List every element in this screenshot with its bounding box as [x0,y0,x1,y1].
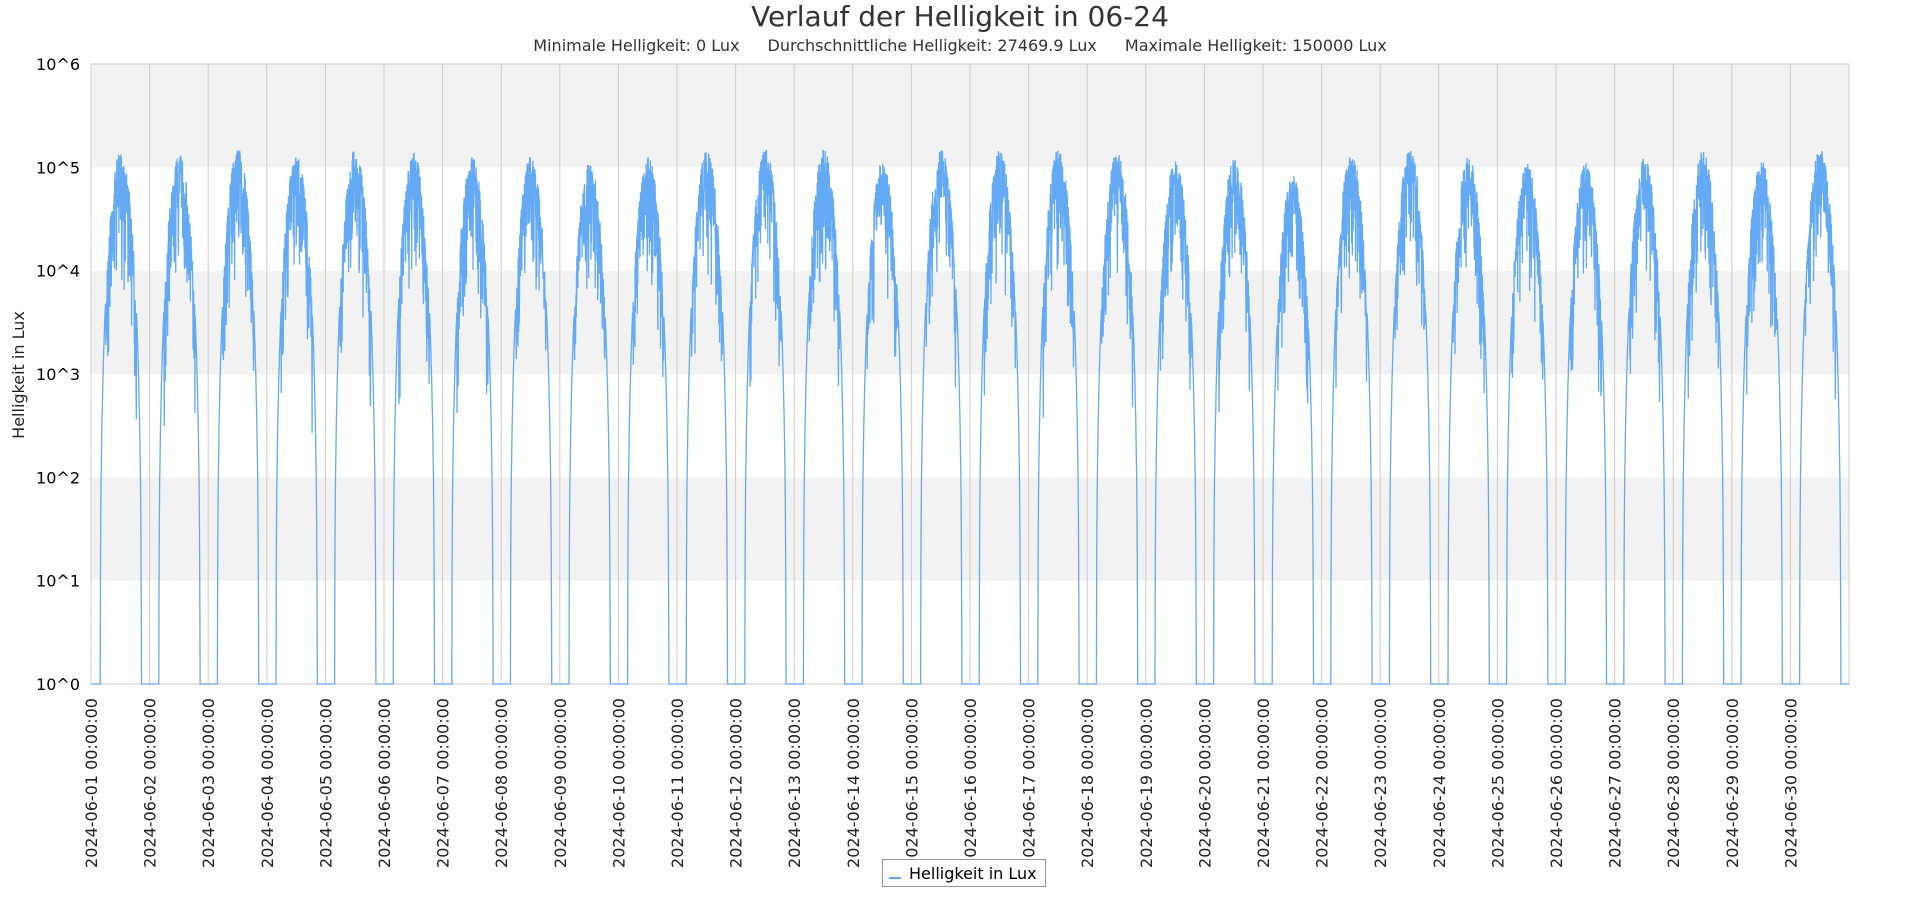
x-tick-label: 2024-06-04 00:00:00 [258,698,277,868]
max-brightness-stat: Maximale Helligkeit: 150000 Lux [1124,36,1387,55]
vertical-gridlines [90,64,1791,684]
x-tick-label: 2024-06-21 00:00:00 [1254,698,1273,868]
x-tick-label: 2024-06-17 00:00:00 [1020,698,1039,868]
x-tick-label: 2024-06-03 00:00:00 [199,698,218,868]
legend-swatch-line [889,877,901,879]
y-tick-label: 10^3 [36,365,80,384]
x-tick-label: 2024-06-23 00:00:00 [1371,698,1390,868]
x-tick-label: 2024-06-01 00:00:00 [82,698,101,868]
x-tick-label: 2024-06-12 00:00:00 [727,698,746,868]
x-tick-label: 2024-06-02 00:00:00 [141,698,160,868]
x-tick-label: 2024-06-22 00:00:00 [1313,698,1332,868]
x-tick-label: 2024-06-18 00:00:00 [1078,698,1097,868]
y-tick-label: 10^0 [36,675,80,694]
min-brightness-stat: Minimale Helligkeit: 0 Lux [533,36,740,55]
x-tick-label: 2024-06-14 00:00:00 [844,698,863,868]
x-tick-label: 2024-06-10 00:00:00 [609,698,628,868]
y-tick-label: 10^6 [36,55,80,74]
chart-title: Verlauf der Helligkeit in 06-24 [751,0,1169,33]
x-tick-label: 2024-06-30 00:00:00 [1781,698,1800,868]
y-axis: 10^0 10^1 10^2 10^3 10^4 10^5 10^6 [36,55,80,694]
x-tick-label: 2024-06-20 00:00:00 [1195,698,1214,868]
legend-label: Helligkeit in Lux [909,863,1037,883]
series-layer [91,149,1849,685]
x-tick-label: 2024-06-13 00:00:00 [785,698,804,868]
x-tick-label: 2024-06-07 00:00:00 [434,698,453,868]
chart-legend: Helligkeit in Lux [882,859,1046,887]
chart-subtitle: Minimale Helligkeit: 0 Lux Durchschnittli… [0,36,1920,55]
y-tick-label: 10^4 [36,262,80,281]
y-axis-label: Helligkeit in Lux [9,311,28,439]
y-tick-label: 10^5 [36,158,80,177]
x-tick-label: 2024-06-28 00:00:00 [1664,698,1683,868]
x-tick-label: 2024-06-26 00:00:00 [1547,698,1566,868]
avg-brightness-stat: Durchschnittliche Helligkeit: 27469.9 Lu… [767,36,1097,55]
x-tick-label: 2024-06-15 00:00:00 [902,698,921,868]
x-tick-label: 2024-06-16 00:00:00 [961,698,980,868]
x-tick-label: 2024-06-05 00:00:00 [316,698,335,868]
x-tick-label: 2024-06-08 00:00:00 [492,698,511,868]
x-tick-label: 2024-06-24 00:00:00 [1430,698,1449,868]
x-tick-label: 2024-06-27 00:00:00 [1606,698,1625,868]
x-tick-label: 2024-06-25 00:00:00 [1488,698,1507,868]
x-axis: 2024-06-01 00:00:00 2024-06-02 00:00:00 20… [82,698,1800,868]
series-line-helligkeit [91,149,1849,685]
x-tick-label: 2024-06-29 00:00:00 [1723,698,1742,868]
x-tick-label: 2024-06-19 00:00:00 [1137,698,1156,868]
x-tick-label: 2024-06-09 00:00:00 [551,698,570,868]
y-tick-label: 10^1 [36,572,80,591]
x-tick-label: 2024-06-11 00:00:00 [668,698,687,868]
y-tick-label: 10^2 [36,468,80,487]
x-tick-label: 2024-06-06 00:00:00 [375,698,394,868]
